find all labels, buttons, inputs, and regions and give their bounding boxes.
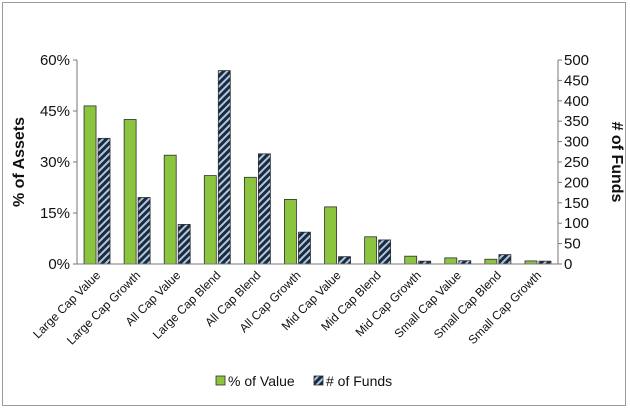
left-tick-label: 60% [40,52,70,69]
legend-swatch-funds [313,375,324,386]
bar-percent-value [163,154,177,265]
bar-percent-value [83,105,97,265]
right-tick-label: 50 [564,236,581,253]
bar-num-funds [137,197,151,265]
left-tick-label: 45% [40,103,70,120]
bar-percent-value [123,119,137,265]
right-tick-label: 300 [564,134,589,151]
bar-percent-value [284,198,297,265]
right-tick-label: 200 [564,174,589,191]
bar-num-funds [177,224,191,265]
bar-num-funds [97,137,111,265]
bar-percent-value [404,255,418,265]
bar-percent-value [364,236,378,265]
legend-label-value: % of Value [228,373,295,389]
bar-num-funds [338,256,351,265]
bar-percent-value [484,258,498,265]
category-label: Large Cap Growth [64,268,143,347]
left-tick-label: 0% [48,256,70,273]
bars [83,70,552,265]
right-tick-label: 250 [564,154,589,171]
right-tick-label: 350 [564,113,589,130]
left-axis-ticks: 0% 15% 30% 45% 60% [40,52,77,273]
left-tick-label: 30% [40,154,70,171]
legend: % of Value # of Funds [215,373,392,389]
right-tick-label: 0 [564,256,572,273]
bar-percent-value [243,176,257,265]
bar-num-funds [257,153,271,265]
right-tick-label: 500 [564,52,589,69]
y2-axis-title: # of Funds [608,122,625,203]
category-label: Large Cap Value [30,268,103,341]
bar-num-funds [298,231,311,265]
y-axis-title: % of Assets [11,117,28,207]
bar-num-funds [378,239,392,265]
right-axis-ticks: 0 50 100 150 200 250 300 350 400 450 500 [558,52,589,273]
right-tick-label: 450 [564,72,589,89]
right-tick-label: 400 [564,93,589,110]
bar-percent-value [203,175,217,265]
category-label: Small Cap Growth [465,268,544,347]
legend-label-funds: # of Funds [326,373,392,389]
bar-percent-value [324,206,337,265]
category-label: Large Cap Blend [150,268,224,342]
right-tick-label: 150 [564,195,589,212]
right-tick-label: 100 [564,215,589,232]
bar-percent-value [444,257,458,265]
bar-num-funds [217,70,231,265]
legend-swatch-value [215,375,226,386]
bar-num-funds [498,254,512,265]
left-tick-label: 15% [40,205,70,222]
